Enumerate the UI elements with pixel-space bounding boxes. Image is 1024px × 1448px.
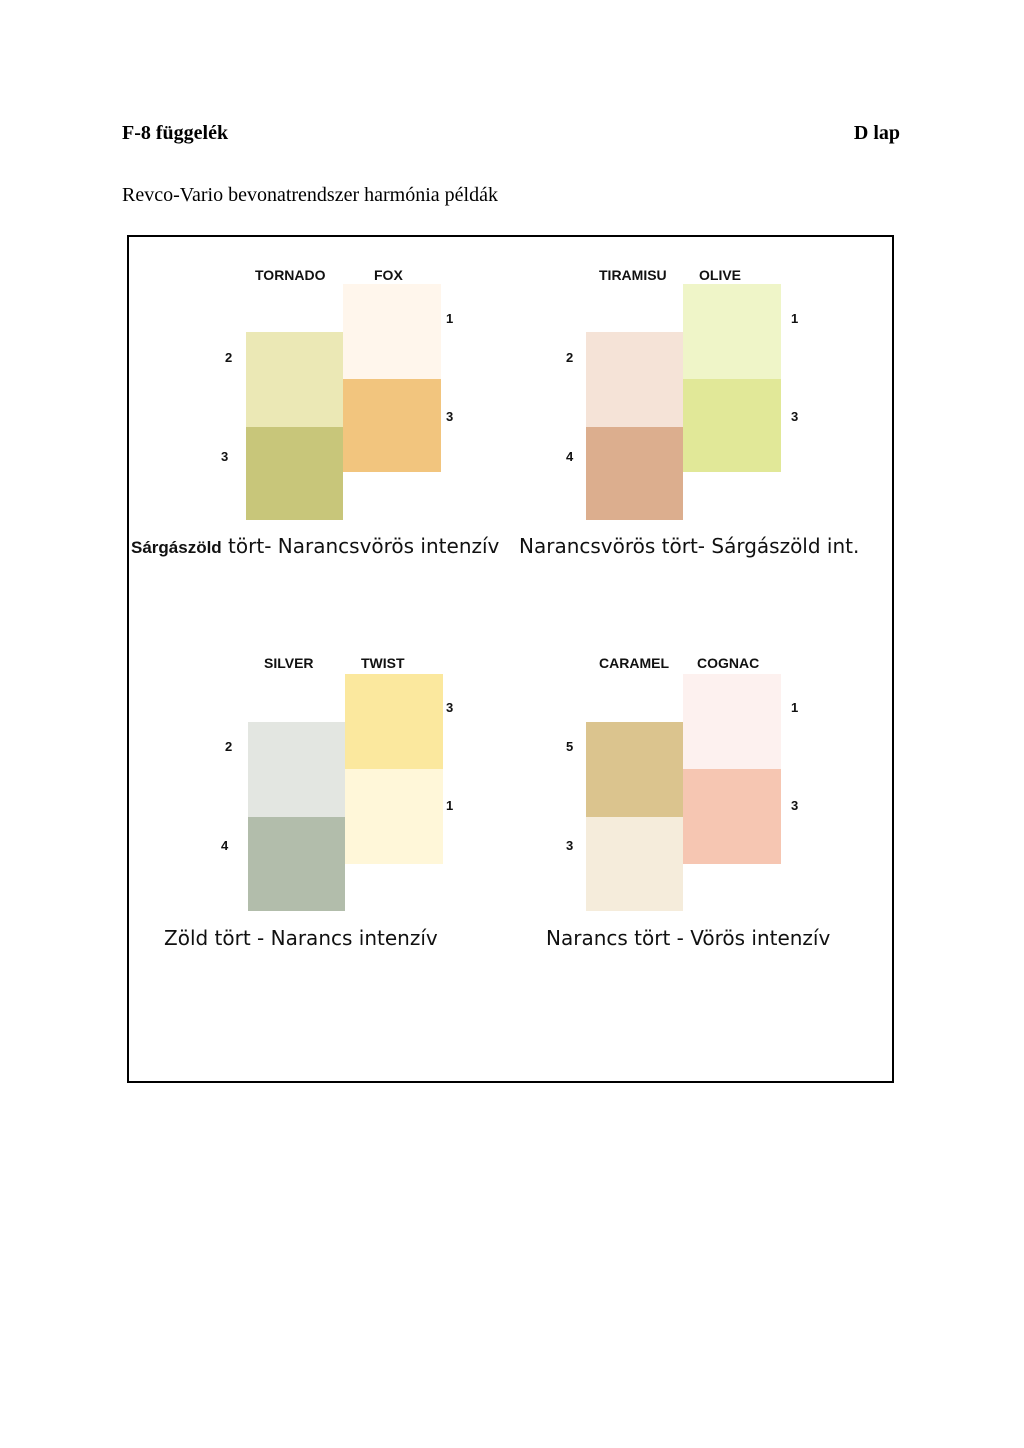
left-bottom-swatch [586,817,683,911]
right-top-swatch [683,674,781,769]
left-color-name: TIRAMISU [599,267,667,283]
right-bottom-swatch [683,769,781,864]
left-top-number: 2 [566,350,574,365]
right-bottom-swatch [345,769,443,864]
left-bottom-number: 4 [566,449,574,464]
document-subtitle: Revco-Vario bevonatrendszer harmónia pél… [122,184,498,206]
right-color-name: FOX [374,267,403,283]
right-top-number: 1 [791,700,799,715]
left-top-swatch [586,722,683,817]
right-bottom-swatch [683,379,781,472]
right-top-swatch [343,284,441,379]
right-color-name: OLIVE [699,267,742,283]
caption-text: Narancs tört - Vörös intenzív [546,926,831,950]
left-bottom-number: 3 [221,449,229,464]
left-color-name: SILVER [264,655,314,671]
right-bottom-number: 3 [791,409,799,424]
left-top-number: 2 [225,350,233,365]
left-top-swatch [586,332,683,427]
caption-text: Zöld tört - Narancs intenzív [164,926,438,950]
left-top-swatch [246,332,343,427]
harmony-examples-frame [127,235,894,1083]
right-top-number: 1 [791,311,799,326]
page-label: D lap [853,122,900,144]
caption-text: Narancsvörös tört- Sárgászöld int. [519,534,860,558]
right-bottom-number: 3 [791,798,799,813]
left-color-name: TORNADO [255,267,326,283]
left-top-number: 5 [566,739,574,754]
left-bottom-swatch [586,427,683,520]
right-color-name: TWIST [361,655,405,671]
harmony-caption: Sárgászöld tört- Narancsvörös intenzív [131,534,499,558]
right-top-swatch [345,674,443,769]
left-bottom-swatch [248,817,345,911]
right-bottom-number: 1 [446,798,454,813]
right-top-swatch [683,284,781,379]
right-top-number: 3 [446,700,454,715]
caption-text: tört- Narancsvörös intenzív [221,534,500,558]
left-bottom-number: 4 [221,838,229,853]
left-bottom-number: 3 [566,838,574,853]
left-color-name: CARAMEL [599,655,669,671]
left-top-swatch [248,722,345,817]
harmony-caption: Narancsvörös tört- Sárgászöld int. [519,534,859,558]
appendix-label: F-8 függelék [122,122,229,144]
harmony-caption: Narancs tört - Vörös intenzív [546,926,830,950]
left-top-number: 2 [225,739,233,754]
right-bottom-number: 3 [446,409,454,424]
right-bottom-swatch [343,379,441,472]
left-bottom-swatch [246,427,343,520]
right-top-number: 1 [446,311,454,326]
harmony-caption: Zöld tört - Narancs intenzív [164,926,438,950]
caption-bold-part: Sárgászöld [131,538,222,557]
right-color-name: COGNAC [697,655,760,671]
